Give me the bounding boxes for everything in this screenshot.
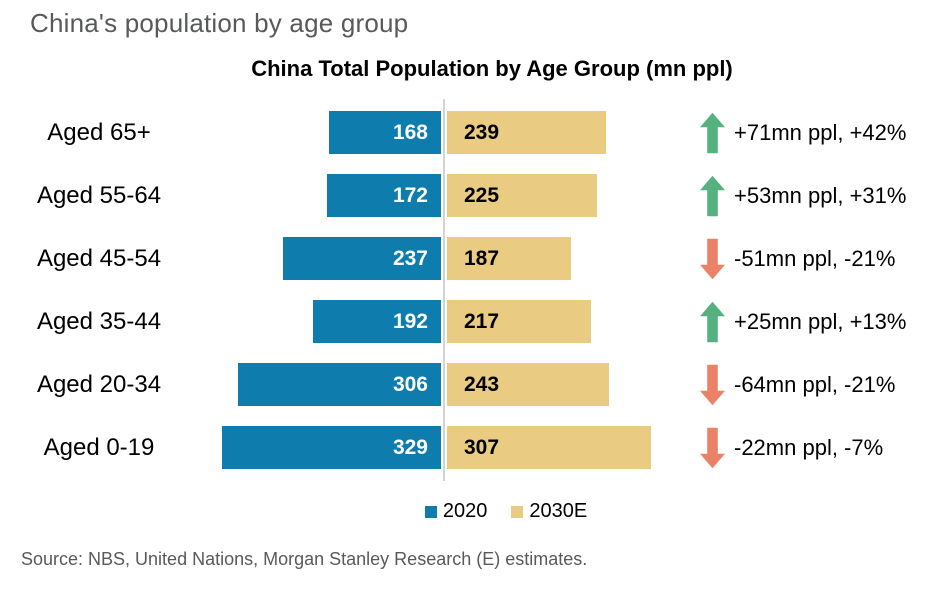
- axis-divider-line: [443, 99, 445, 481]
- bar-area: 329 307: [222, 426, 664, 469]
- up-arrow-icon: [700, 112, 725, 153]
- bar-area: 168 239: [224, 111, 664, 154]
- category-label: Aged 35-44: [36, 307, 162, 335]
- legend-label-2020: 2020: [442, 500, 488, 522]
- bar-2020: 329: [222, 426, 441, 469]
- bar-value-2030: 217: [464, 310, 500, 333]
- change-annotation: +53mn ppl, +31%: [700, 175, 906, 217]
- legend-swatch-2020-icon: [424, 505, 437, 518]
- chart-row: Aged 55-64 172 225 +53mn ppl, +31%: [30, 164, 942, 227]
- bar-2030: 217: [447, 300, 591, 343]
- bar-value-2020: 168: [392, 121, 428, 144]
- bar-value-2030: 187: [464, 247, 500, 270]
- legend-item-2030: 2030E: [511, 500, 587, 523]
- change-text: +25mn ppl, +13%: [734, 308, 907, 334]
- page-title: China's population by age group: [30, 8, 409, 38]
- chart-row: Aged 45-54 237 187 -51mn ppl, -21%: [30, 227, 942, 290]
- category-label: Aged 20-34: [36, 370, 162, 398]
- bar-2030: 187: [447, 237, 571, 280]
- source-note: Source: NBS, United Nations, Morgan Stan…: [21, 549, 588, 569]
- chart-row: Aged 65+ 168 239 +71mn ppl, +42%: [30, 101, 942, 164]
- category-label: Aged 65+: [47, 118, 151, 146]
- category-label: Aged 55-64: [36, 181, 162, 209]
- bar-2030: 239: [447, 111, 606, 154]
- bar-value-2020: 172: [392, 184, 428, 207]
- bar-value-2030: 239: [464, 121, 500, 144]
- chart-row: Aged 0-19 329 307 -22mn ppl, -7%: [30, 416, 942, 479]
- bar-value-2030: 225: [464, 184, 500, 207]
- bar-value-2030: 307: [464, 436, 500, 459]
- chart-row: Aged 20-34 306 243 -64mn ppl, -21%: [30, 353, 942, 416]
- bar-area: 172 225: [224, 174, 664, 217]
- legend-label-2030: 2030E: [529, 500, 588, 522]
- category-label: Aged 45-54: [36, 244, 162, 272]
- chart-title: China Total Population by Age Group (mn …: [251, 56, 733, 81]
- up-arrow-icon: [700, 175, 725, 216]
- legend-item-2020: 2020: [424, 500, 488, 523]
- change-text: -51mn ppl, -21%: [734, 245, 896, 271]
- bar-value-2020: 237: [392, 247, 428, 270]
- bar-value-2020: 192: [392, 310, 428, 333]
- chart-plot-area: Aged 65+ 168 239 +71mn ppl, +42% Aged 55…: [30, 99, 942, 481]
- down-arrow-icon: [700, 427, 725, 468]
- change-text: -22mn ppl, -7%: [734, 434, 884, 460]
- bar-2030: 307: [447, 426, 651, 469]
- bar-2020: 237: [283, 237, 441, 280]
- bar-value-2020: 329: [392, 436, 428, 459]
- down-arrow-icon: [700, 238, 725, 279]
- bar-area: 237 187: [224, 237, 664, 280]
- change-annotation: -51mn ppl, -21%: [700, 238, 895, 280]
- change-text: -64mn ppl, -21%: [734, 371, 896, 397]
- change-text: +53mn ppl, +31%: [734, 182, 907, 208]
- bar-2030: 243: [447, 363, 609, 406]
- bar-2020: 172: [327, 174, 441, 217]
- bar-value-2030: 243: [464, 373, 500, 396]
- change-annotation: -22mn ppl, -7%: [700, 427, 883, 469]
- change-annotation: +25mn ppl, +13%: [700, 301, 906, 343]
- up-arrow-icon: [700, 301, 725, 342]
- bar-2020: 192: [313, 300, 441, 343]
- category-label: Aged 0-19: [43, 433, 155, 461]
- bar-2030: 225: [447, 174, 597, 217]
- legend-swatch-2030-icon: [511, 505, 524, 518]
- bar-value-2020: 306: [392, 373, 428, 396]
- down-arrow-icon: [700, 364, 725, 405]
- bar-2020: 306: [238, 363, 441, 406]
- bar-area: 192 217: [224, 300, 664, 343]
- legend: 2020 2030E: [30, 500, 952, 523]
- change-annotation: -64mn ppl, -21%: [700, 364, 895, 406]
- bar-2020: 168: [329, 111, 441, 154]
- bar-area: 306 243: [224, 363, 664, 406]
- change-text: +71mn ppl, +42%: [734, 119, 907, 145]
- change-annotation: +71mn ppl, +42%: [700, 112, 906, 154]
- chart-row: Aged 35-44 192 217 +25mn ppl, +13%: [30, 290, 942, 353]
